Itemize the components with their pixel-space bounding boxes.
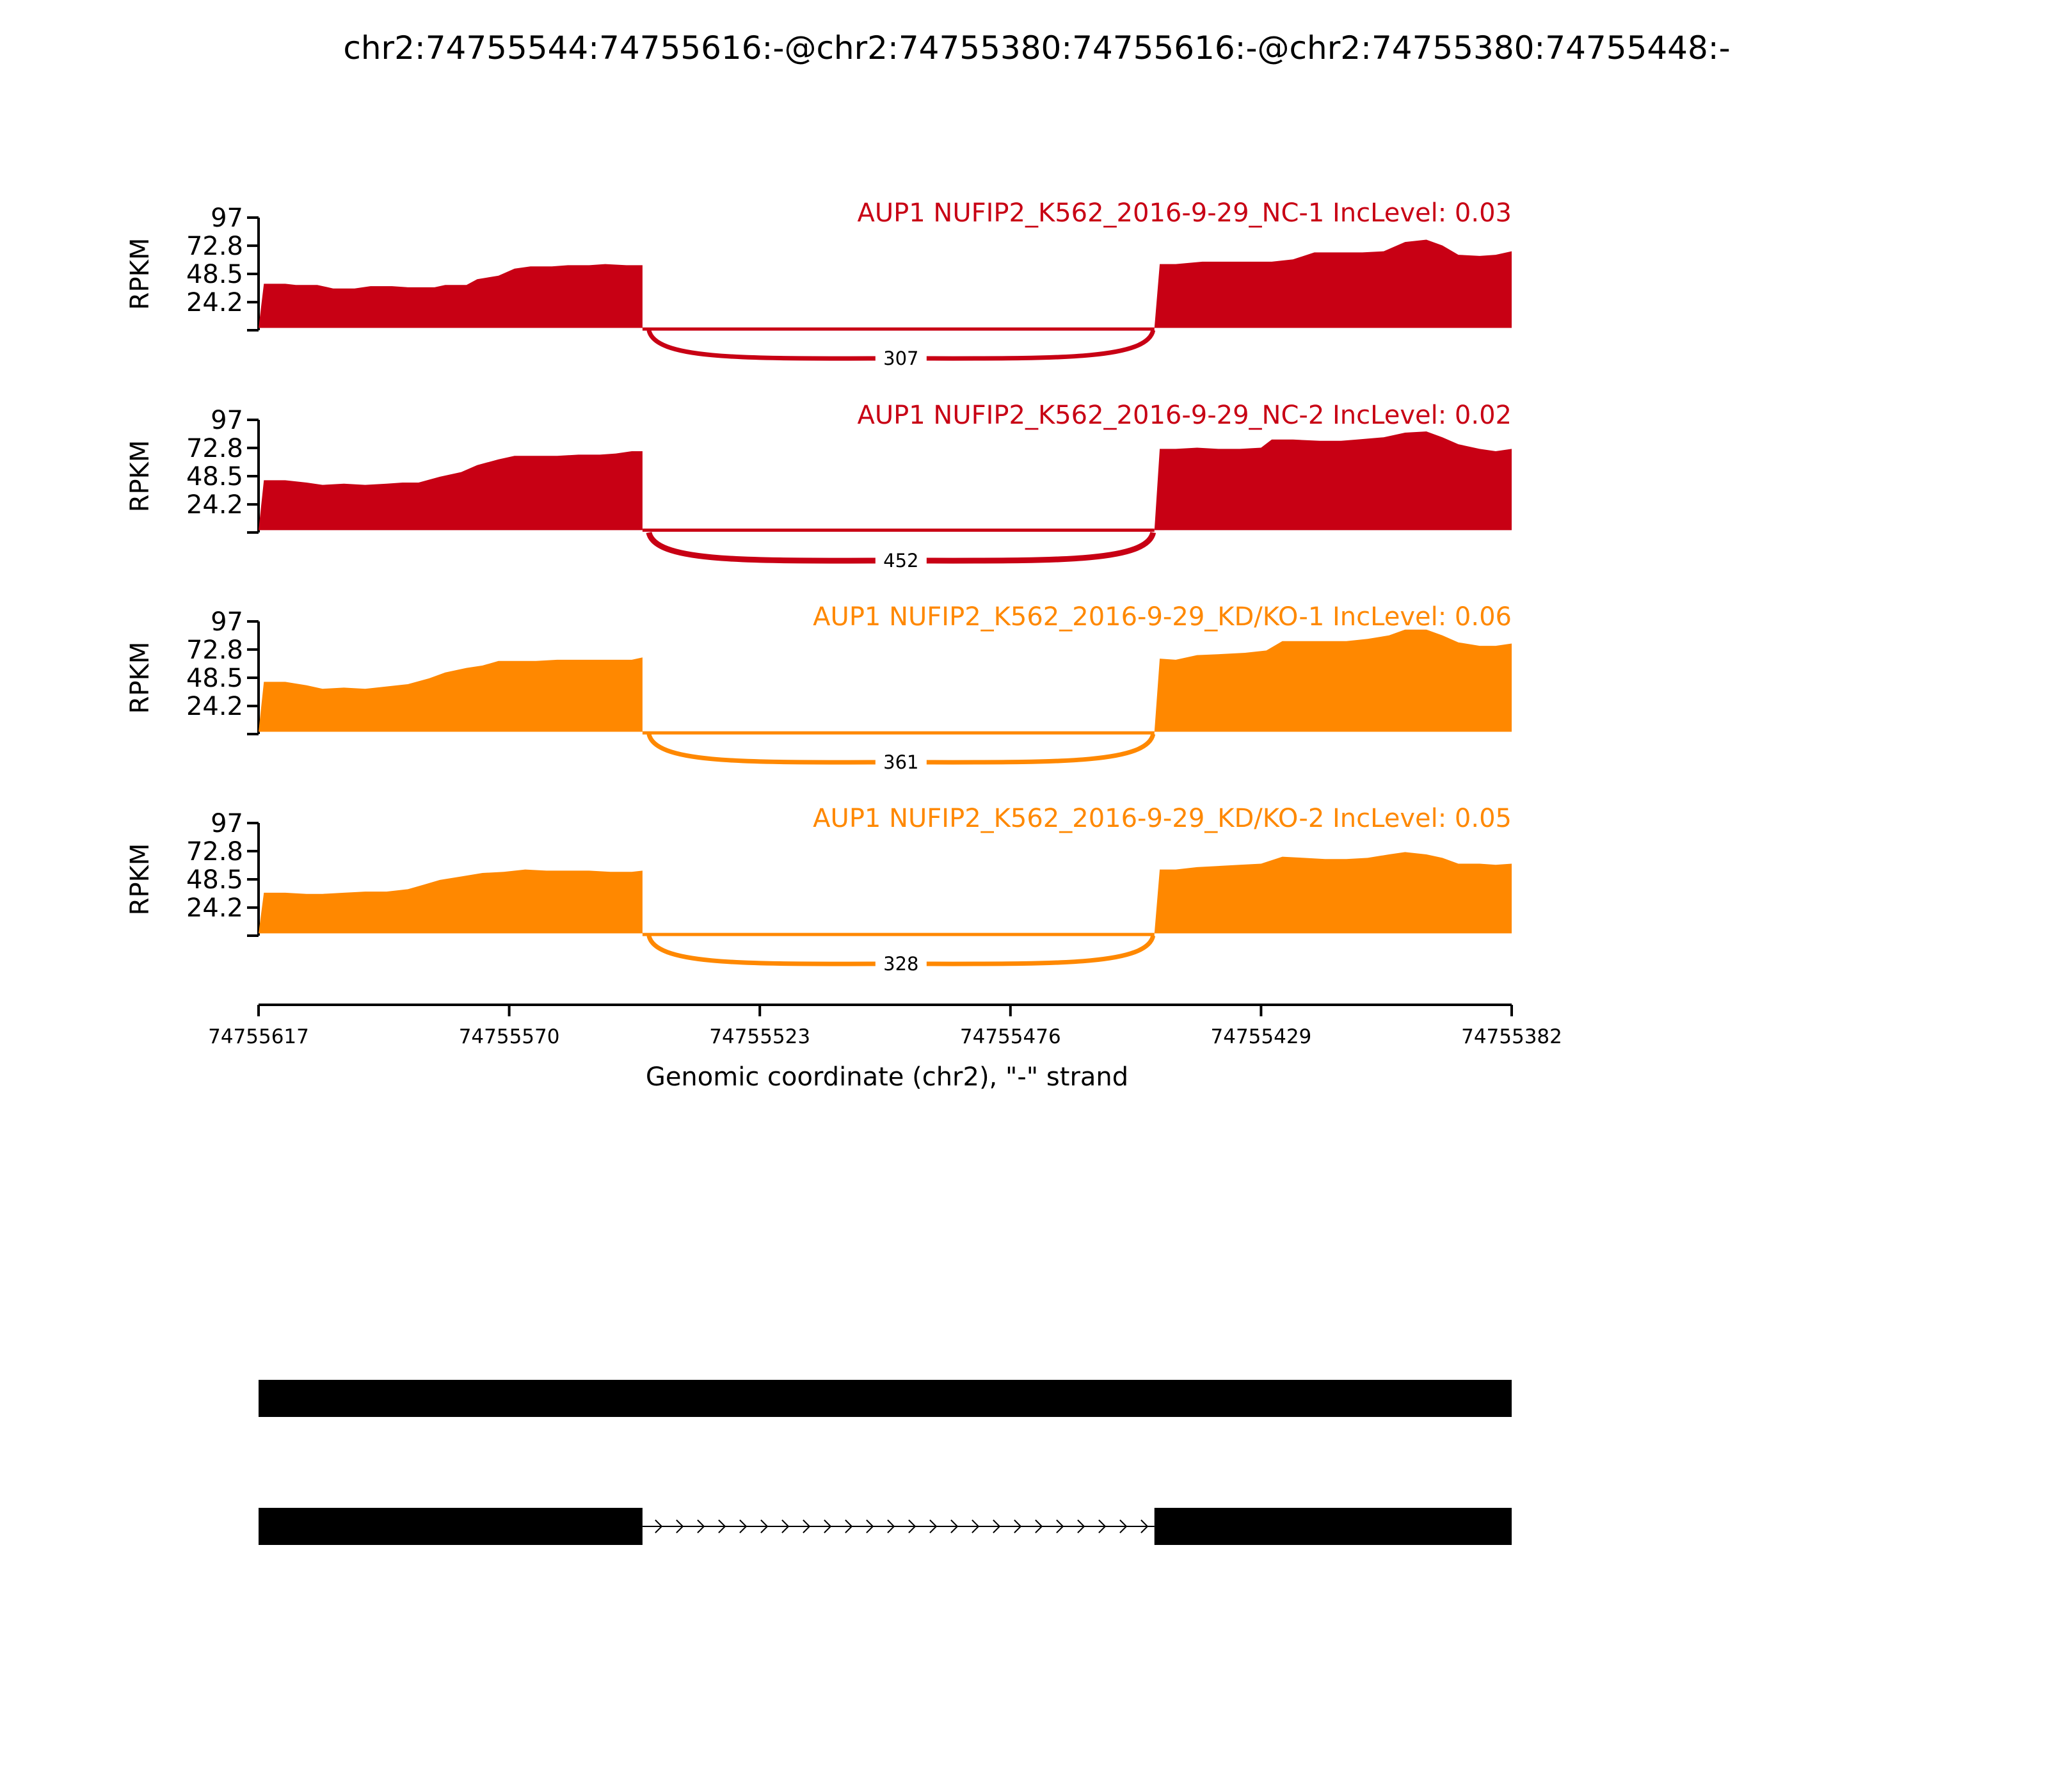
strand-chevron [781,1519,790,1533]
strand-chevron [803,1519,811,1533]
x-axis-label: Genomic coordinate (chr2), "-" strand [646,1062,1128,1092]
y-tick-label: 72.8 [186,232,243,261]
x-axis: 74755617 74755570 74755523 74755476 74755429… [208,1004,1562,1048]
isoform-exon [259,1508,643,1545]
y-axis-label: RPKM [125,844,155,916]
strand-chevron [1035,1519,1043,1533]
y-tick-label: 48.5 [186,664,243,693]
isoform-track [259,1380,1512,1545]
y-tick-label: 24.2 [186,490,243,520]
y-tick-label: 48.5 [186,462,243,492]
isoform-exon [259,1380,1512,1417]
strand-chevron [1077,1519,1085,1533]
strand-chevron [845,1519,853,1533]
strand-chevron [1140,1519,1149,1533]
y-tick-label: 72.8 [186,434,243,463]
strand-chevron [929,1519,938,1533]
junction-count-bg [875,951,927,977]
strand-chevron [908,1519,916,1533]
strand-chevron [739,1519,748,1533]
y-tick-label: 97 [211,607,243,637]
x-tick-label: 74755617 [208,1025,309,1048]
coverage-area-exon-left [259,657,643,732]
strand-chevron [950,1519,959,1533]
x-tick-label: 74755382 [1461,1025,1562,1048]
y-tick-label: 97 [211,204,243,233]
y-axis-label: RPKM [125,642,155,714]
coverage-area-exon-right [1154,239,1512,328]
isoform-row [259,1508,1512,1545]
strand-chevron [1098,1519,1107,1533]
isoform-row [259,1380,1512,1417]
strand-chevron [866,1519,874,1533]
strand-chevron [972,1519,980,1533]
junction-count-bg [875,346,927,371]
y-tick-label: 72.8 [186,837,243,867]
strand-chevron [697,1519,705,1533]
y-tick-label: 97 [211,809,243,838]
junction-count-bg [875,548,927,573]
strand-chevron [1119,1519,1128,1533]
junction-count-label: 328 [883,953,918,975]
strand-chevron [1056,1519,1064,1533]
y-tick-label: 24.2 [186,288,243,317]
junction-count-label: 307 [883,348,918,369]
strand-chevron [824,1519,832,1533]
y-tick-label: 24.2 [186,692,243,721]
figure-title: chr2:74755544:74755616:-@chr2:74755380:7… [343,29,1730,67]
junction-count-bg [875,749,927,775]
coverage-area-exon-left [259,451,643,531]
isoform-exon [1154,1508,1512,1545]
coverage-area-exon-right [1154,852,1512,934]
x-tick-label: 74755523 [709,1025,810,1048]
x-tick-label: 74755476 [960,1025,1061,1048]
y-tick-label: 97 [211,406,243,435]
strand-chevron [760,1519,769,1533]
coverage-area-exon-left [259,869,643,934]
strand-chevron [676,1519,684,1533]
coverage-area-exon-left [259,264,643,328]
y-tick-label: 24.2 [186,893,243,923]
y-axis-label: RPKM [125,238,155,310]
strand-chevron [887,1519,895,1533]
series-label: AUP1 NUFIP2_K562_2016-9-29_KD/KO-1 IncLe… [813,602,1512,632]
x-tick-label: 74755429 [1211,1025,1312,1048]
junction-count-label: 361 [883,751,918,773]
y-tick-label: 48.5 [186,260,243,289]
y-tick-label: 48.5 [186,865,243,895]
series-label: AUP1 NUFIP2_K562_2016-9-29_NC-2 IncLevel… [857,401,1512,430]
series-label: AUP1 NUFIP2_K562_2016-9-29_KD/KO-2 IncLe… [813,804,1512,833]
x-tick-label: 74755570 [459,1025,560,1048]
y-tick-label: 72.8 [186,636,243,665]
junction-count-label: 452 [883,550,918,572]
strand-chevron [993,1519,1001,1533]
coverage-area-exon-right [1154,629,1512,732]
strand-chevron [655,1519,663,1533]
series-label: AUP1 NUFIP2_K562_2016-9-29_NC-1 IncLevel… [857,198,1512,228]
strand-chevron [1014,1519,1022,1533]
y-axis-label: RPKM [125,440,155,513]
strand-chevron [718,1519,726,1533]
coverage-area-exon-right [1154,431,1512,531]
